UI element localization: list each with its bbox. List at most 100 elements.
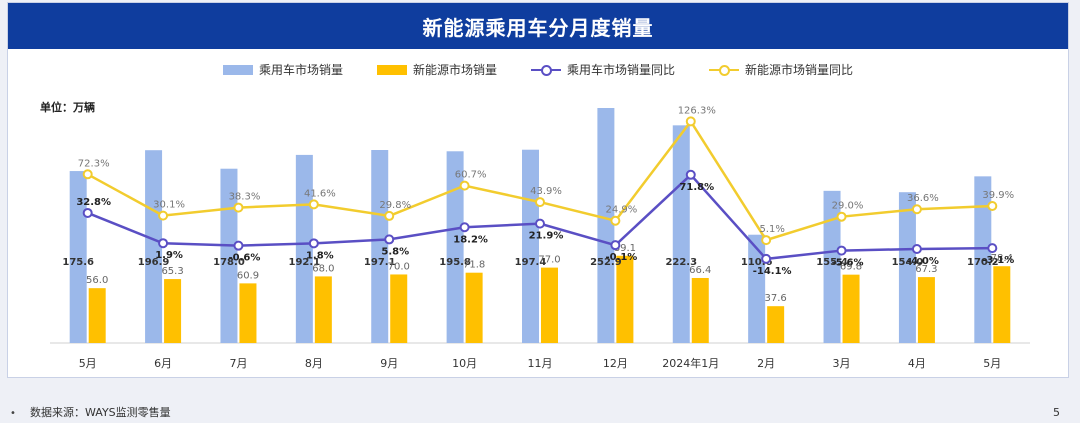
x-tick-label: 10月 <box>452 357 477 370</box>
x-tick-label: 2月 <box>757 357 775 370</box>
pv-yoy-label: -14.1% <box>753 266 792 277</box>
bar-pv-sales <box>69 171 87 343</box>
x-tick-label: 3月 <box>833 357 851 370</box>
pv-yoy-label: 5.8% <box>381 246 409 257</box>
legend-swatch-nev-sales <box>376 64 407 75</box>
bar-nev-sales-label: 78.4 <box>991 253 1013 264</box>
nev-yoy-point <box>761 235 772 246</box>
bar-nev-sales <box>842 274 860 343</box>
nev-yoy-point <box>685 116 696 127</box>
bar-pv-sales <box>371 150 389 343</box>
nev-yoy-label: 38.3% <box>229 192 261 203</box>
bar-nev-sales <box>767 306 785 343</box>
x-tick-label: 12月 <box>603 357 628 370</box>
nev-yoy-point <box>384 210 395 221</box>
pv-yoy-label: 21.9% <box>529 231 564 242</box>
bar-nev-sales <box>616 255 634 343</box>
pv-yoy-point <box>158 238 169 249</box>
pv-yoy-label: 18.2% <box>453 234 488 245</box>
bar-pv-sales <box>597 108 615 343</box>
bar-nev-sales <box>993 266 1011 343</box>
bar-nev-sales-label: 65.3 <box>161 266 183 277</box>
legend-label-pv-yoy: 乘用车市场销量同比 <box>567 63 676 77</box>
pv-yoy-point <box>535 218 545 229</box>
chart-title: 新能源乘用车分月度销量 <box>8 3 1068 49</box>
nev-yoy-label: 29.8% <box>379 200 411 211</box>
nev-yoy-point <box>610 215 621 226</box>
pv-yoy-point <box>836 245 847 256</box>
bar-nev-sales-label: 71.8 <box>463 260 485 271</box>
bar-nev-sales-label: 69.8 <box>840 262 862 273</box>
bar-pv-sales-label: 170.2 <box>967 257 999 268</box>
bar-nev-sales <box>88 288 106 343</box>
nev-yoy-label: 29.0% <box>832 201 864 212</box>
bar-pv-sales-label: 252.9 <box>590 257 622 268</box>
pv-yoy-point <box>610 240 621 251</box>
nev-yoy-label: 41.6% <box>304 188 336 199</box>
pv-yoy-point <box>761 253 772 264</box>
nev-yoy-label: 43.9% <box>530 186 562 197</box>
pv-yoy-point <box>233 240 244 251</box>
bar-nev-sales-label: 60.9 <box>237 270 259 281</box>
x-tick-label: 5月 <box>79 357 97 370</box>
pv-yoy-point <box>911 244 922 254</box>
nev-yoy-label: 24.9% <box>605 205 637 216</box>
pv-yoy-label: -0.1% <box>605 252 637 263</box>
bar-nev-sales-label: 89.1 <box>614 243 636 254</box>
legend-swatch-pv-sales <box>222 64 253 75</box>
bar-pv-sales <box>446 151 464 343</box>
x-tick-label: 7月 <box>229 357 247 370</box>
pv-yoy-point <box>459 222 470 233</box>
nev-yoy-label: 72.3% <box>78 158 110 169</box>
pv-yoy-label: 1.8% <box>306 250 334 261</box>
bar-pv-sales-label: 175.6 <box>62 257 94 268</box>
bar-pv-sales-label: 192.1 <box>289 257 321 268</box>
pv-yoy-point <box>987 243 998 254</box>
bar-pv-sales-label: 155.4 <box>816 257 848 268</box>
legend-item-pv-sales[interactable]: 乘用车市场销量 <box>222 61 343 78</box>
pv-yoy-label: -3.1% <box>982 255 1014 266</box>
bar-pv-sales-label: 195.8 <box>439 257 471 268</box>
nev-yoy-point <box>987 201 998 212</box>
bar-pv-sales-label: 222.3 <box>665 257 697 268</box>
nev-yoy-point <box>535 197 545 208</box>
bar-pv-sales-label: 197.4 <box>515 257 547 268</box>
nev-yoy-label: 60.7% <box>455 170 487 181</box>
bar-nev-sales <box>691 277 709 343</box>
bar-nev-sales <box>541 267 558 343</box>
legend-item-nev-yoy[interactable]: 新能源市场销量同比 <box>709 61 853 78</box>
bar-nev-sales-label: 68.0 <box>312 263 334 274</box>
bar-nev-sales <box>917 277 935 343</box>
bar-pv-sales <box>898 192 916 343</box>
bar-pv-sales-label: 154.0 <box>892 257 924 268</box>
x-tick-label: 5月 <box>983 357 1001 370</box>
pv-yoy-label: -4.0% <box>907 256 939 267</box>
bar-pv-sales <box>974 176 992 343</box>
nev-yoy-label: 39.9% <box>982 190 1014 201</box>
pv-yoy-label: -5.6% <box>832 258 864 269</box>
legend-item-pv-yoy[interactable]: 乘用车市场销量同比 <box>531 61 675 78</box>
pv-yoy-point <box>82 207 93 218</box>
bar-nev-sales-label: 66.4 <box>689 265 711 276</box>
legend: 乘用车市场销量 新能源市场销量 乘用车市场销量同比 新能源市场销量同比 <box>8 61 1068 78</box>
pv-yoy-point <box>685 169 696 180</box>
bar-pv-sales-label: 110.6 <box>741 257 773 268</box>
nev-yoy-point <box>82 169 93 180</box>
nev-yoy-point <box>911 204 922 215</box>
nev-yoy-label: 5.1% <box>759 224 784 235</box>
footer-bullet: • <box>10 408 16 419</box>
pv-yoy-label: -0.6% <box>229 253 261 264</box>
nev-yoy-label: 126.3% <box>678 105 716 116</box>
data-source: 数据来源：WAYS监测零售量 <box>30 406 171 419</box>
legend-item-nev-sales[interactable]: 新能源市场销量 <box>376 61 497 78</box>
bar-nev-sales-label: 70.0 <box>388 261 410 272</box>
pv-yoy-point <box>308 238 319 249</box>
legend-label-pv-sales: 乘用车市场销量 <box>258 63 343 77</box>
bar-nev-sales-label: 37.6 <box>765 293 787 304</box>
bar-pv-sales-label: 197.1 <box>364 257 396 268</box>
x-tick-label: 9月 <box>380 357 398 370</box>
nev-yoy-point <box>233 202 244 213</box>
unit-label: 单位：万辆 <box>40 101 95 114</box>
x-tick-label: 11月 <box>528 357 553 370</box>
